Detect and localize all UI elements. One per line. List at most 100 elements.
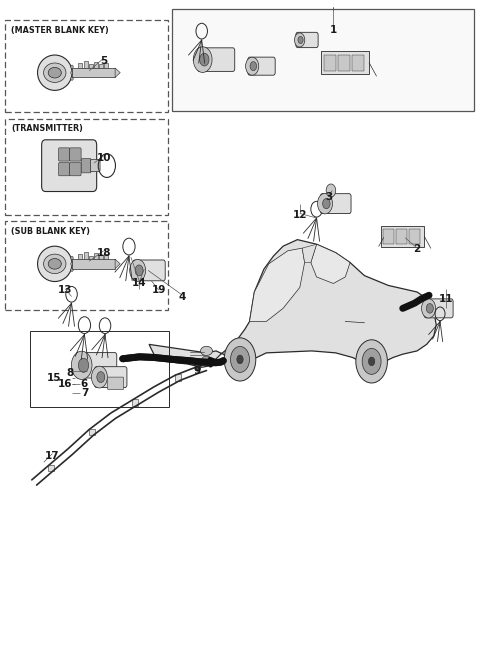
Bar xyxy=(94,62,98,68)
Bar xyxy=(175,375,180,381)
Text: 9: 9 xyxy=(193,365,201,375)
FancyBboxPatch shape xyxy=(59,148,70,161)
Ellipse shape xyxy=(202,356,211,363)
Bar xyxy=(89,256,93,259)
Circle shape xyxy=(224,338,256,381)
Polygon shape xyxy=(302,244,317,262)
Circle shape xyxy=(71,65,73,69)
Circle shape xyxy=(369,357,375,365)
Text: 3: 3 xyxy=(325,192,332,202)
Text: 18: 18 xyxy=(96,248,111,258)
Text: 14: 14 xyxy=(132,279,147,289)
Circle shape xyxy=(71,262,73,266)
Polygon shape xyxy=(149,239,436,367)
FancyBboxPatch shape xyxy=(76,353,117,378)
Text: 6: 6 xyxy=(81,379,88,388)
FancyBboxPatch shape xyxy=(324,55,336,71)
Text: 5: 5 xyxy=(100,56,107,66)
Circle shape xyxy=(326,184,336,197)
Bar xyxy=(104,63,108,68)
Circle shape xyxy=(298,37,303,43)
Circle shape xyxy=(246,57,259,75)
Bar xyxy=(78,255,83,259)
FancyBboxPatch shape xyxy=(338,55,350,71)
Text: 7: 7 xyxy=(82,388,89,398)
Circle shape xyxy=(71,77,73,81)
Circle shape xyxy=(71,71,73,75)
Bar xyxy=(132,400,138,406)
Circle shape xyxy=(421,298,436,318)
Circle shape xyxy=(200,53,209,66)
Circle shape xyxy=(71,256,73,260)
Bar xyxy=(30,331,169,407)
Polygon shape xyxy=(115,68,120,77)
Ellipse shape xyxy=(44,63,66,83)
FancyBboxPatch shape xyxy=(70,148,81,161)
Text: 17: 17 xyxy=(45,451,60,461)
FancyBboxPatch shape xyxy=(424,299,453,318)
Circle shape xyxy=(97,372,105,382)
Circle shape xyxy=(294,33,305,47)
Circle shape xyxy=(426,304,433,313)
Text: 12: 12 xyxy=(293,211,307,220)
Ellipse shape xyxy=(48,258,61,269)
Ellipse shape xyxy=(44,254,66,274)
Circle shape xyxy=(91,366,108,388)
FancyBboxPatch shape xyxy=(42,140,96,192)
FancyBboxPatch shape xyxy=(381,226,424,247)
Circle shape xyxy=(78,358,89,373)
Bar xyxy=(94,253,98,259)
Circle shape xyxy=(193,47,212,72)
FancyBboxPatch shape xyxy=(72,259,115,268)
Circle shape xyxy=(317,194,333,214)
Text: 13: 13 xyxy=(58,285,72,295)
FancyBboxPatch shape xyxy=(396,229,407,243)
Bar xyxy=(172,9,474,111)
Circle shape xyxy=(130,260,145,281)
Ellipse shape xyxy=(37,246,72,281)
Bar xyxy=(84,61,87,68)
Circle shape xyxy=(250,62,257,71)
FancyBboxPatch shape xyxy=(384,229,394,243)
FancyBboxPatch shape xyxy=(108,377,124,390)
Circle shape xyxy=(237,355,243,363)
Text: 11: 11 xyxy=(439,293,453,304)
Circle shape xyxy=(323,199,330,209)
Circle shape xyxy=(195,363,201,371)
Bar xyxy=(48,465,54,472)
Bar xyxy=(89,429,95,436)
Text: 8: 8 xyxy=(66,367,74,377)
FancyBboxPatch shape xyxy=(322,51,369,74)
FancyBboxPatch shape xyxy=(95,367,127,388)
FancyBboxPatch shape xyxy=(59,163,70,176)
FancyBboxPatch shape xyxy=(72,68,115,77)
Text: 15: 15 xyxy=(47,373,61,382)
FancyBboxPatch shape xyxy=(81,159,91,173)
Circle shape xyxy=(356,340,387,383)
FancyBboxPatch shape xyxy=(90,159,100,172)
Text: 1: 1 xyxy=(330,25,337,35)
Polygon shape xyxy=(250,248,305,321)
FancyBboxPatch shape xyxy=(409,229,420,243)
Polygon shape xyxy=(115,259,120,268)
Circle shape xyxy=(72,351,92,379)
Bar xyxy=(104,254,108,259)
Ellipse shape xyxy=(48,68,61,78)
Bar xyxy=(99,64,103,68)
Polygon shape xyxy=(311,244,350,283)
Text: (MASTER BLANK KEY): (MASTER BLANK KEY) xyxy=(11,26,109,35)
Ellipse shape xyxy=(37,55,72,91)
FancyBboxPatch shape xyxy=(70,163,81,176)
Bar xyxy=(78,63,83,68)
Text: 2: 2 xyxy=(413,245,420,255)
FancyBboxPatch shape xyxy=(321,194,351,214)
Circle shape xyxy=(230,346,250,373)
Circle shape xyxy=(362,348,381,375)
Text: (TRANSMITTER): (TRANSMITTER) xyxy=(11,124,83,133)
Bar xyxy=(89,64,93,68)
FancyBboxPatch shape xyxy=(197,48,235,72)
Text: (SUB BLANK KEY): (SUB BLANK KEY) xyxy=(11,226,90,236)
Text: 16: 16 xyxy=(58,379,72,388)
FancyBboxPatch shape xyxy=(352,55,364,71)
Circle shape xyxy=(71,268,73,272)
